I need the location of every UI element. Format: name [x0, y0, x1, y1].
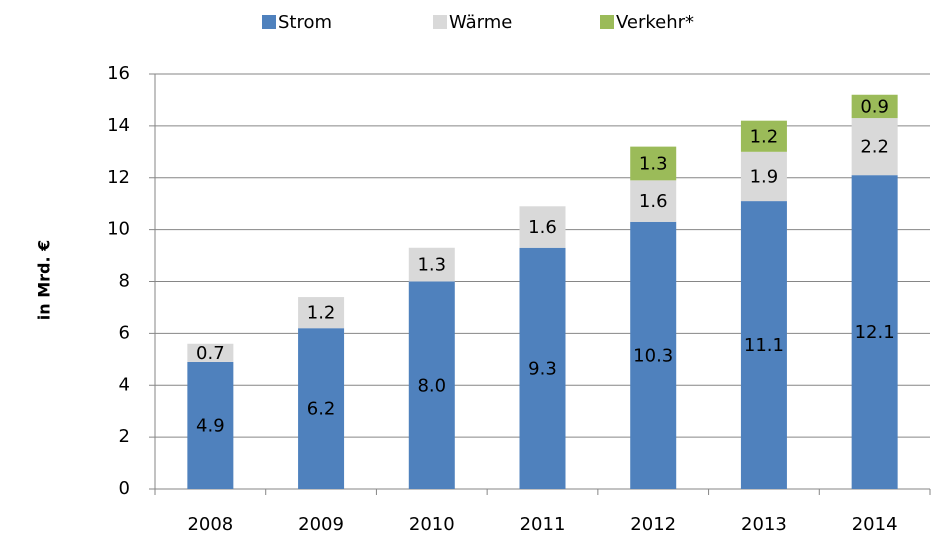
bar-segment — [408, 247, 455, 282]
bar-segment — [187, 343, 234, 362]
y-tick-label: 4 — [119, 374, 130, 395]
data-label: 2.2 — [860, 137, 889, 158]
bar-segment — [408, 281, 455, 489]
x-tick-label: 2013 — [741, 514, 787, 535]
bar-segment — [851, 175, 898, 489]
data-label: 11.1 — [744, 335, 784, 356]
bar-segment — [851, 94, 898, 119]
data-label: 10.3 — [633, 345, 673, 366]
y-tick-label: 0 — [119, 478, 130, 499]
legend-swatch — [433, 15, 447, 29]
data-label: 9.3 — [528, 358, 557, 379]
legend-swatch — [262, 15, 276, 29]
bar-segment — [519, 247, 566, 489]
data-label: 1.6 — [639, 191, 668, 212]
bar-segment — [298, 328, 345, 489]
data-label: 1.6 — [528, 217, 557, 238]
bar-segment — [519, 206, 566, 248]
y-tick-label: 16 — [107, 63, 130, 84]
x-tick-label: 2010 — [409, 514, 455, 535]
data-label: 1.3 — [639, 153, 668, 174]
x-tick-label: 2011 — [520, 514, 566, 535]
bar-segment — [740, 201, 787, 489]
bar-segment — [630, 146, 677, 181]
legend-label: Verkehr* — [616, 12, 694, 33]
y-tick-label: 2 — [119, 426, 130, 447]
data-label: 1.2 — [307, 303, 336, 324]
x-tick-label: 2009 — [298, 514, 344, 535]
bar-segment — [851, 118, 898, 176]
y-tick-label: 10 — [107, 219, 130, 240]
y-axis-label: in Mrd. € — [35, 240, 54, 321]
legend-label: Strom — [278, 12, 332, 33]
data-label: 1.3 — [417, 255, 446, 276]
bar-segment — [298, 297, 345, 329]
bar-segment — [630, 180, 677, 222]
data-label: 6.2 — [307, 399, 336, 420]
data-label: 12.1 — [855, 322, 895, 343]
y-tick-label: 14 — [107, 115, 130, 136]
bar-segment — [740, 151, 787, 202]
data-label: 4.9 — [196, 415, 225, 436]
legend-swatch — [600, 15, 614, 29]
data-label: 0.7 — [196, 343, 225, 364]
bar-segment — [630, 221, 677, 489]
x-tick-label: 2014 — [852, 514, 898, 535]
bar-segment — [187, 361, 234, 489]
data-label: 1.9 — [750, 166, 779, 187]
data-label: 0.9 — [860, 96, 889, 117]
x-tick-label: 2008 — [187, 514, 233, 535]
y-tick-label: 12 — [107, 167, 130, 188]
y-tick-label: 8 — [119, 271, 130, 292]
bar-segment — [740, 120, 787, 152]
legend-label: Wärme — [449, 12, 512, 33]
data-label: 1.2 — [750, 126, 779, 147]
x-tick-label: 2012 — [630, 514, 676, 535]
y-tick-label: 6 — [119, 322, 130, 343]
data-label: 8.0 — [417, 375, 446, 396]
